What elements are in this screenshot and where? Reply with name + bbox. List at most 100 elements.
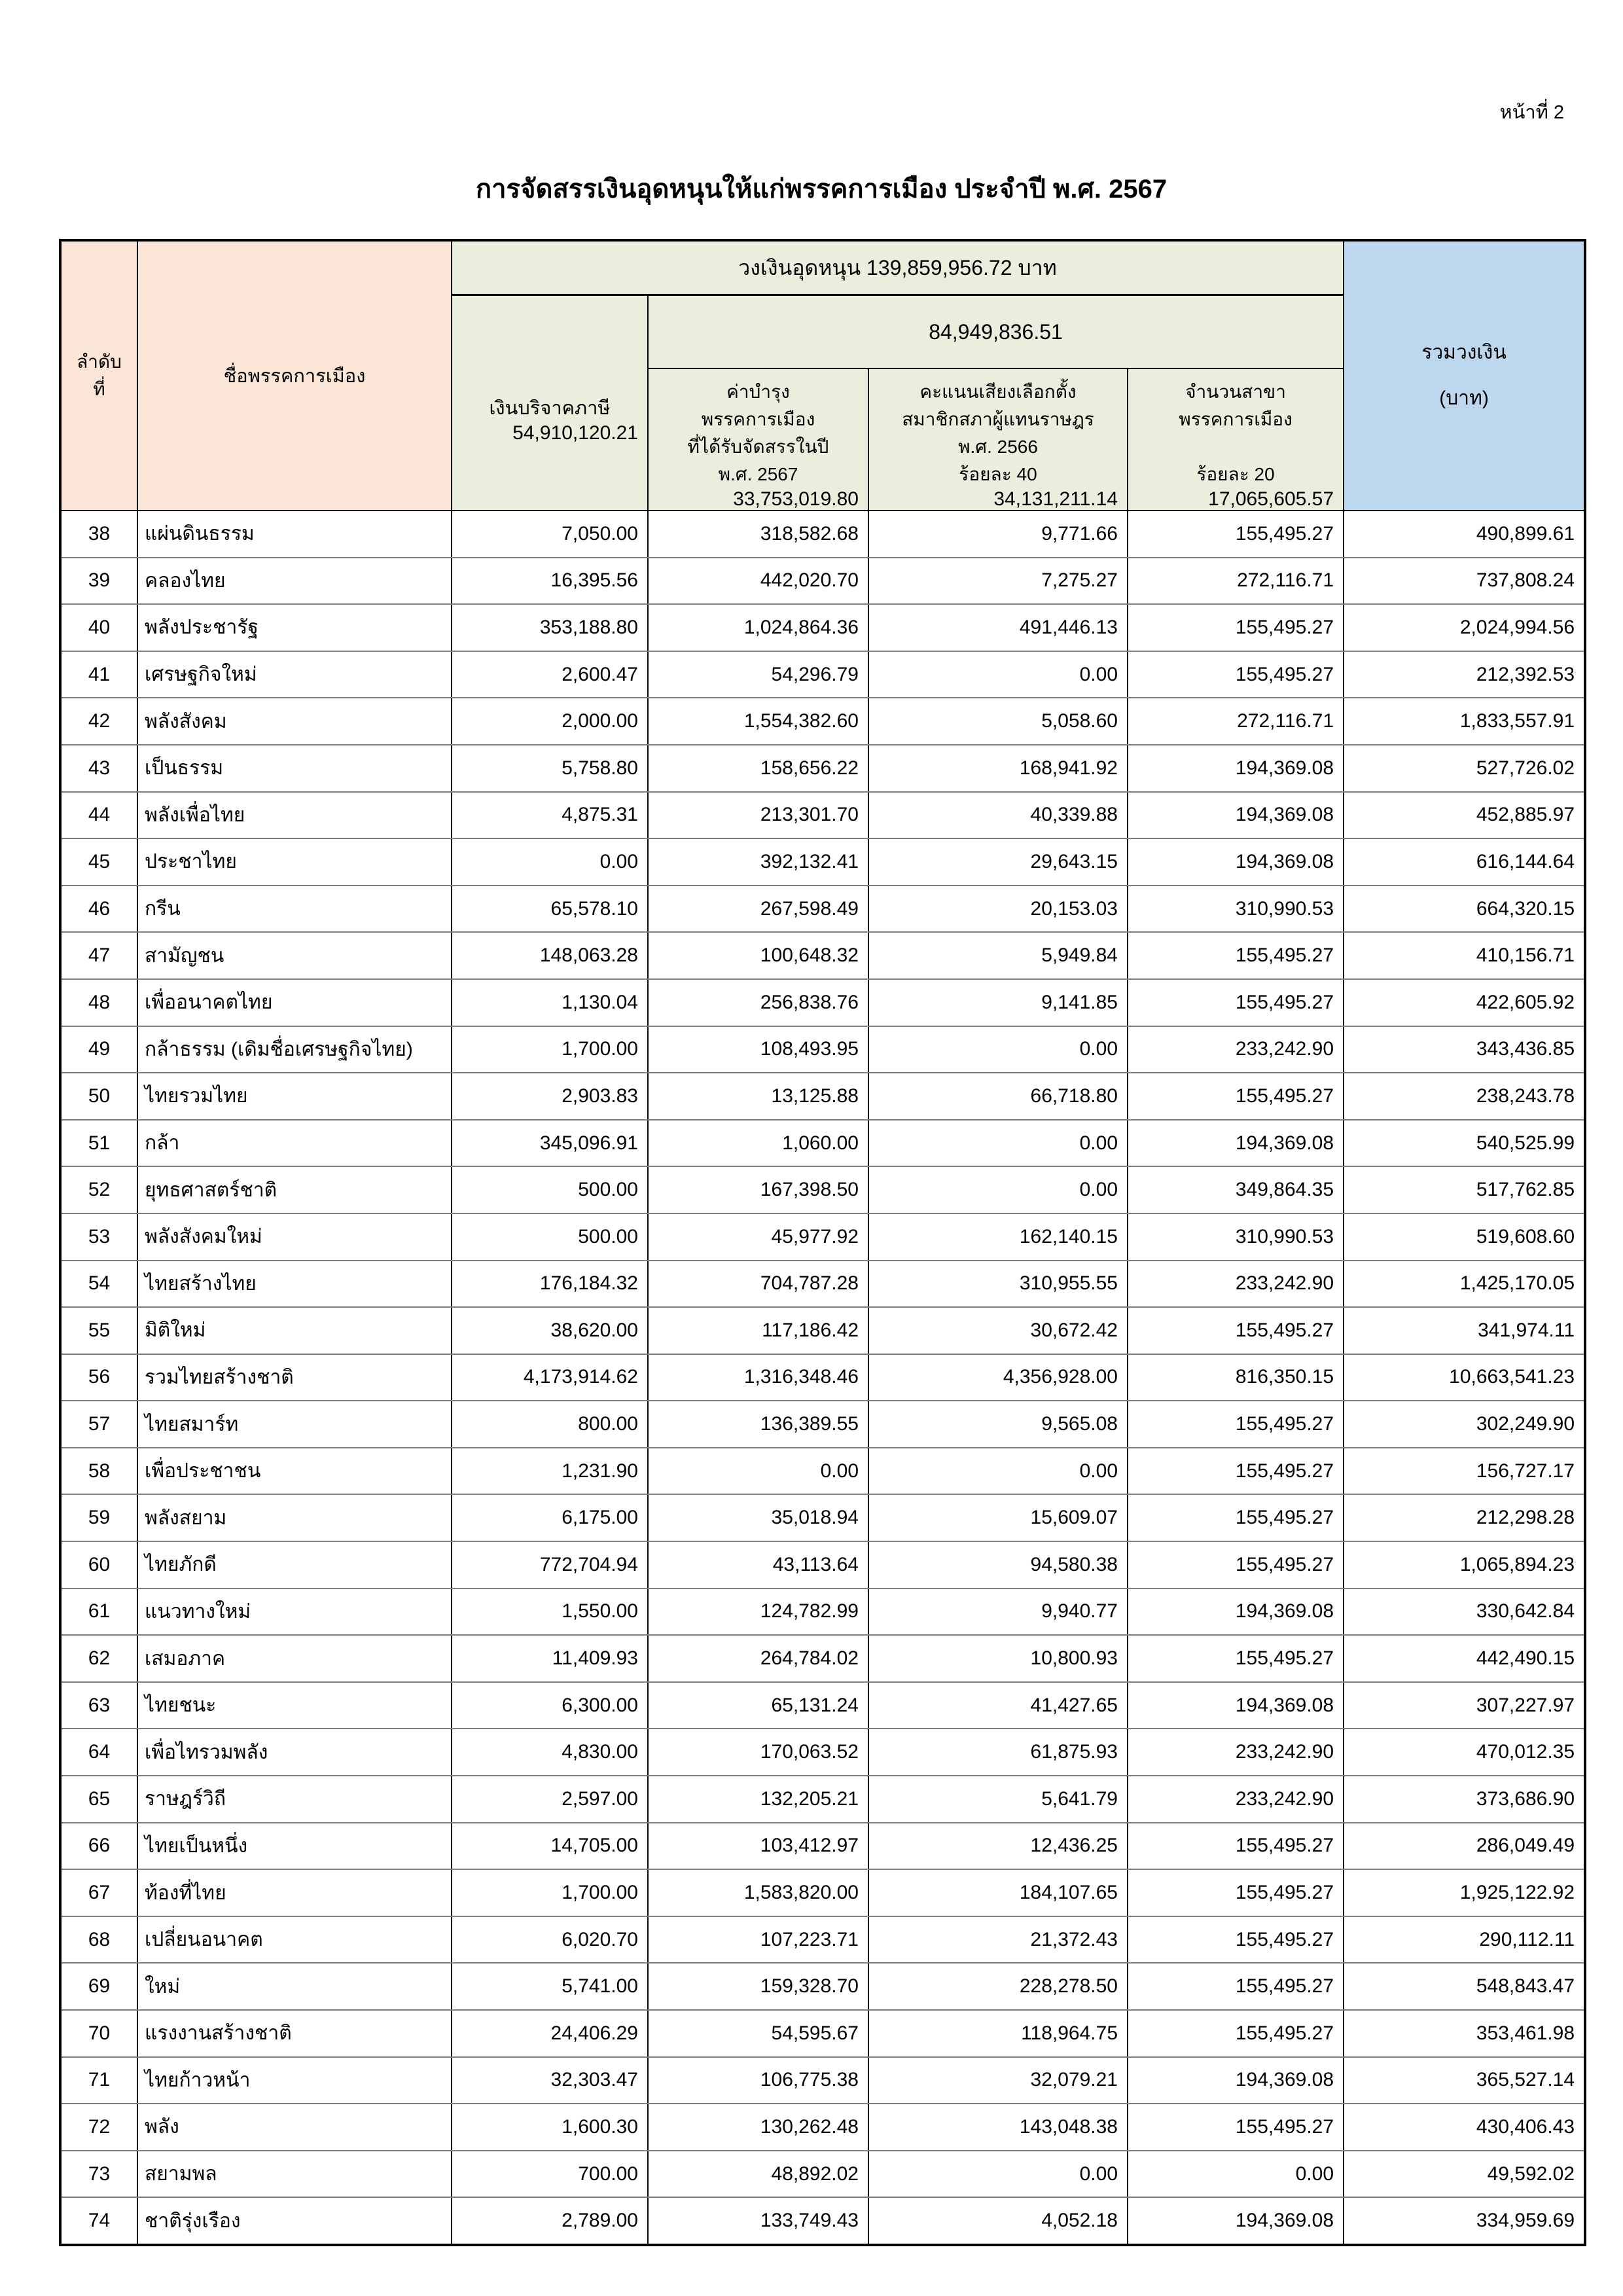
branches-amount: 155,495.27 [1126,1306,1345,1355]
row-number: 60 [60,1541,138,1589]
row-number: 64 [60,1728,138,1777]
party-name: รวมไทยสร้างชาติ [137,1353,452,1402]
votes-amount: 5,641.79 [868,1775,1128,1823]
branches-amount: 155,495.27 [1126,1869,1345,1917]
total-amount: 334,959.69 [1343,2197,1586,2246]
party-name: ไทยเป็นหนึ่ง [137,1821,452,1871]
party-name: ชาติรุ่งเรือง [137,2197,452,2246]
table-row: 70 แรงงานสร้างชาติ 24,406.29 54,595.67 1… [60,2009,1586,2058]
votes-amount: 168,941.92 [868,744,1128,793]
header-votes-line1: คะแนนเสียงเลือกตั้ง [919,382,1077,402]
membership-amount: 124,782.99 [647,1587,869,1636]
votes-amount: 118,964.75 [868,2009,1128,2058]
branches-amount: 155,495.27 [1126,1541,1345,1589]
membership-amount: 158,656.22 [647,744,869,793]
membership-amount: 100,648.32 [647,931,869,980]
party-name: คลองไทย [137,556,452,605]
row-number: 54 [60,1259,138,1308]
header-membership-fee: ค่าบำรุง พรรคการเมือง ที่ได้รับจัดสรรในป… [647,368,869,511]
party-name: ไทยชนะ [137,1681,452,1730]
row-number: 66 [60,1821,138,1871]
membership-amount: 13,125.88 [647,1072,869,1121]
row-number: 72 [60,2103,138,2151]
party-name: แผ่นดินธรรม [137,510,452,558]
row-number: 59 [60,1494,138,1543]
party-name: พลังสังคม [137,697,452,745]
party-name: กรีน [137,884,452,933]
page-number: หน้าที่ 2 [1499,102,1564,123]
total-amount: 1,065,894.23 [1343,1541,1586,1589]
donation-amount: 6,175.00 [451,1494,649,1543]
votes-amount: 9,771.66 [868,510,1128,558]
table-row: 43 เป็นธรรม 5,758.80 158,656.22 168,941.… [60,744,1586,793]
membership-amount: 130,262.48 [647,2103,869,2151]
donation-amount: 176,184.32 [451,1259,649,1308]
party-name: ไทยภักดี [137,1541,452,1589]
votes-amount: 40,339.88 [868,791,1128,840]
votes-amount: 20,153.03 [868,884,1128,933]
branches-amount: 194,369.08 [1126,2197,1345,2246]
party-name: มิติใหม่ [137,1306,452,1355]
row-number: 49 [60,1025,138,1074]
donation-amount: 772,704.94 [451,1541,649,1589]
votes-amount: 9,565.08 [868,1400,1128,1448]
branches-amount: 155,495.27 [1126,2103,1345,2151]
table-row: 48 เพื่ออนาคตไทย 1,130.04 256,838.76 9,1… [60,978,1586,1027]
membership-amount: 159,328.70 [647,1962,869,2011]
table-row: 62 เสมอภาค 11,409.93 264,784.02 10,800.9… [60,1634,1586,1683]
branches-amount: 233,242.90 [1126,1728,1345,1777]
votes-amount: 228,278.50 [868,1962,1128,2011]
votes-amount: 9,940.77 [868,1587,1128,1636]
membership-amount: 256,838.76 [647,978,869,1027]
table-row: 65 ราษฎร์วิถี 2,597.00 132,205.21 5,641.… [60,1775,1586,1823]
votes-amount: 41,427.65 [868,1681,1128,1730]
total-amount: 10,663,541.23 [1343,1353,1586,1402]
header-subtotal: 84,949,836.51 [647,294,1345,369]
membership-amount: 1,024,864.36 [647,603,869,652]
votes-amount: 29,643.15 [868,838,1128,886]
total-amount: 49,592.02 [1343,2149,1586,2198]
row-number: 58 [60,1446,138,1496]
table-row: 58 เพื่อประชาชน 1,231.90 0.00 0.00 155,4… [60,1446,1586,1496]
branches-amount: 272,116.71 [1126,697,1345,745]
membership-amount: 136,389.55 [647,1400,869,1448]
table-row: 63 ไทยชนะ 6,300.00 65,131.24 41,427.65 1… [60,1681,1586,1730]
total-amount: 527,726.02 [1343,744,1586,793]
total-amount: 548,843.47 [1343,1962,1586,2011]
party-name: ราษฎร์วิถี [137,1775,452,1823]
row-number: 56 [60,1353,138,1402]
table-row: 60 ไทยภักดี 772,704.94 43,113.64 94,580.… [60,1541,1586,1589]
branches-amount: 194,369.08 [1126,1119,1345,1168]
row-number: 53 [60,1212,138,1261]
total-amount: 373,686.90 [1343,1775,1586,1823]
branches-amount: 155,495.27 [1126,1400,1345,1448]
table-row: 44 พลังเพื่อไทย 4,875.31 213,301.70 40,3… [60,791,1586,840]
table-row: 59 พลังสยาม 6,175.00 35,018.94 15,609.07… [60,1494,1586,1543]
table-row: 66 ไทยเป็นหนึ่ง 14,705.00 103,412.97 12,… [60,1821,1586,1871]
row-number: 45 [60,838,138,886]
total-amount: 1,833,557.91 [1343,697,1586,745]
donation-amount: 500.00 [451,1166,649,1214]
header-total-line2: (บาท) [1439,387,1489,409]
total-amount: 470,012.35 [1343,1728,1586,1777]
table-row: 40 พลังประชารัฐ 353,188.80 1,024,864.36 … [60,603,1586,652]
row-number: 62 [60,1634,138,1683]
votes-amount: 0.00 [868,650,1128,699]
donation-amount: 1,700.00 [451,1025,649,1074]
table-row: 47 สามัญชน 148,063.28 100,648.32 5,949.8… [60,931,1586,980]
total-amount: 410,156.71 [1343,931,1586,980]
total-amount: 286,049.49 [1343,1821,1586,1871]
votes-amount: 143,048.38 [868,2103,1128,2151]
table-row: 42 พลังสังคม 2,000.00 1,554,382.60 5,058… [60,697,1586,745]
votes-amount: 491,446.13 [868,603,1128,652]
header-votes-value: 34,131,211.14 [993,488,1118,510]
table-row: 57 ไทยสมาร์ท 800.00 136,389.55 9,565.08 … [60,1400,1586,1448]
membership-amount: 442,020.70 [647,556,869,605]
party-name: พลังประชารัฐ [137,603,452,652]
row-number: 47 [60,931,138,980]
table-row: 49 กล้าธรรม (เดิมชื่อเศรษฐกิจไทย) 1,700.… [60,1025,1586,1074]
membership-amount: 704,787.28 [647,1259,869,1308]
votes-amount: 10,800.93 [868,1634,1128,1683]
membership-amount: 48,892.02 [647,2149,869,2198]
party-name: สยามพล [137,2149,452,2198]
